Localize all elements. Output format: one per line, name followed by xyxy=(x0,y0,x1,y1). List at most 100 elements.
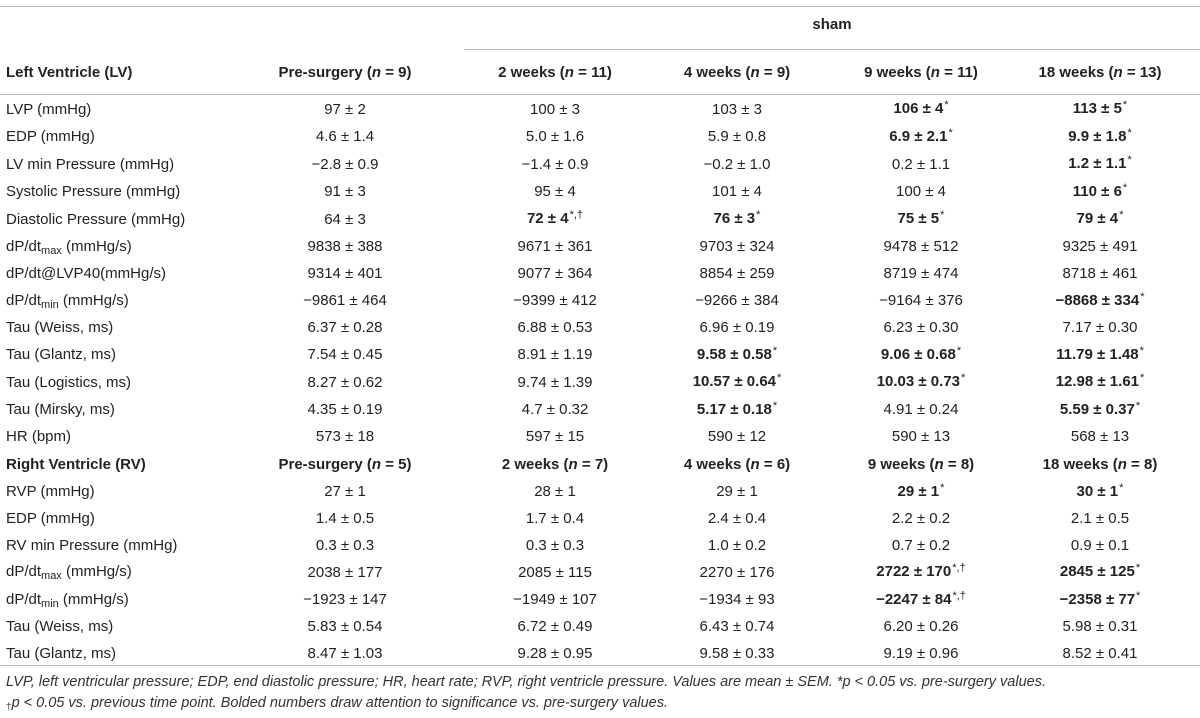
table-cell: 5.17 ± 0.18* xyxy=(646,397,828,425)
table-cell: 30 ± 1* xyxy=(1014,479,1200,507)
table-cell: 2.1 ± 0.5 xyxy=(1014,506,1200,533)
row-label: Tau (Glantz, ms) xyxy=(0,641,226,668)
cell-value: −1949 ± 107 xyxy=(513,591,597,608)
row-label-unit: (mmHg/s) xyxy=(61,237,132,255)
column-header: 18 weeks (n = 13) xyxy=(1014,59,1200,87)
rv-header-row: Right Ventricle (RV) Pre-surgery (n = 5) 2… xyxy=(0,451,1200,479)
sample-size-symbol: n xyxy=(564,64,574,81)
table-cell: 5.0 ± 1.6 xyxy=(464,124,646,152)
cell-value: 4.7 ± 0.32 xyxy=(521,401,589,418)
row-label: Tau (Weiss, ms) xyxy=(0,315,226,342)
row-label: Systolic Pressure (mmHg) xyxy=(0,179,226,207)
row-label: Tau (Weiss, ms) xyxy=(0,614,226,641)
cell-value: 100 ± 3 xyxy=(530,100,580,118)
sample-size-symbol: n xyxy=(371,64,382,81)
cell-value: 9.58 ± 0.33 xyxy=(699,644,775,662)
cell-value: 9325 ± 491 xyxy=(1062,238,1138,255)
table-cell: 11.79 ± 1.48* xyxy=(1014,342,1200,370)
table-row: dP/dtmin (mmHg/s) −1923 ± 147 −1949 ± 107 −… xyxy=(0,587,1200,615)
cell-value: 4.6 ± 1.4 xyxy=(315,128,375,145)
row-label-text: dP/dt xyxy=(6,237,42,255)
row-label-text: EDP (mmHg) xyxy=(6,510,95,527)
table-cell: 29 ± 1 xyxy=(646,479,828,507)
cell-value: 8.27 ± 0.62 xyxy=(307,373,383,391)
table-cell: 9.28 ± 0.95 xyxy=(464,641,646,668)
significance-mark: *,† xyxy=(952,562,966,574)
row-label: Tau (Mirsky, ms) xyxy=(0,397,226,425)
cell-value: 5.9 ± 0.8 xyxy=(707,128,767,145)
table-cell: −1949 ± 107 xyxy=(464,587,646,615)
table-cell: 9838 ± 388 xyxy=(226,234,464,262)
cell-value: 101 ± 4 xyxy=(712,183,762,200)
sample-size-symbol: n xyxy=(568,455,578,473)
significance-mark: * xyxy=(1119,481,1124,494)
row-label: LV min Pressure (mmHg) xyxy=(0,151,226,179)
significance-mark: *,† xyxy=(569,209,584,221)
table-cell: 0.3 ± 0.3 xyxy=(226,533,464,560)
row-label-text: dP/dt@LVP40(mmHg/s) xyxy=(6,265,166,282)
cell-value: 5.17 ± 0.18 xyxy=(696,400,772,418)
column-header-count: = 9) xyxy=(759,64,791,81)
table-body: Left Ventricle (LV) Pre-surgery (n = 9) 2 … xyxy=(0,59,1200,667)
cell-value: 7.17 ± 0.30 xyxy=(1062,319,1138,336)
table-cell: 1.4 ± 0.5 xyxy=(226,506,464,533)
column-header-text: 4 weeks ( xyxy=(683,455,751,473)
significance-mark: * xyxy=(1135,399,1141,412)
table-row: Tau (Glantz, ms) 8.47 ± 1.03 9.28 ± 0.95 9.… xyxy=(0,641,1200,668)
significance-mark: * xyxy=(948,126,953,139)
cell-value: 9.58 ± 0.58 xyxy=(696,345,772,363)
cell-value: 8.91 ± 1.19 xyxy=(517,346,593,363)
cell-value: 8854 ± 259 xyxy=(699,265,775,282)
cell-value: 6.96 ± 0.19 xyxy=(699,319,775,336)
table-cell: −9266 ± 384 xyxy=(646,288,828,316)
cell-value: 573 ± 18 xyxy=(315,428,375,445)
table-cell: 8854 ± 259 xyxy=(646,261,828,288)
header-rule xyxy=(0,94,1200,95)
table-cell: 29 ± 1* xyxy=(828,479,1014,507)
cell-value: 2085 ± 115 xyxy=(518,563,592,581)
column-header-text: 9 weeks ( xyxy=(867,455,935,473)
cell-value: 9671 ± 361 xyxy=(517,238,593,255)
cell-value: 5.0 ± 1.6 xyxy=(525,128,585,145)
significance-mark: * xyxy=(944,99,949,111)
table-cell: 1.2 ± 1.1* xyxy=(1014,151,1200,179)
cell-value: 0.7 ± 0.2 xyxy=(891,536,951,554)
column-header-text: Pre-surgery ( xyxy=(278,64,372,81)
table-cell: 2270 ± 176 xyxy=(646,559,828,587)
significance-mark: * xyxy=(1122,99,1128,111)
sample-size-symbol: n xyxy=(930,64,940,81)
table-cell: 72 ± 4*,† xyxy=(464,206,646,234)
significance-mark: * xyxy=(1136,589,1141,602)
significance-mark: * xyxy=(956,344,962,357)
cell-value: 2.4 ± 0.4 xyxy=(707,510,767,527)
table-cell: 0.3 ± 0.3 xyxy=(464,533,646,560)
cell-value: 9838 ± 388 xyxy=(307,238,383,255)
row-label: RV min Pressure (mmHg) xyxy=(0,533,226,560)
table-cell: 9314 ± 401 xyxy=(226,261,464,288)
cell-value: 590 ± 12 xyxy=(707,428,767,445)
table-cell: 8.52 ± 0.41 xyxy=(1014,641,1200,668)
cell-value: 9.9 ± 1.8 xyxy=(1068,127,1127,145)
table-cell: 8.91 ± 1.19 xyxy=(464,342,646,370)
cell-value: −1934 ± 93 xyxy=(699,591,775,608)
table-row: LV min Pressure (mmHg) −2.8 ± 0.9 −1.4 ± 0… xyxy=(0,151,1200,179)
table-cell: 590 ± 12 xyxy=(646,424,828,451)
cell-value: 590 ± 13 xyxy=(891,428,951,445)
row-label-text: Tau (Mirsky, ms) xyxy=(6,401,115,418)
row-label-text: Tau (Glantz, ms) xyxy=(6,644,117,662)
table-cell: 568 ± 13 xyxy=(1014,424,1200,451)
cell-value: 9703 ± 324 xyxy=(699,238,775,255)
row-label-text: Tau (Logistics, ms) xyxy=(6,373,132,391)
significance-mark: * xyxy=(1140,372,1145,384)
cell-value: 95 ± 4 xyxy=(534,183,576,200)
table-cell: 4.6 ± 1.4 xyxy=(226,124,464,152)
table-cell: −8868 ± 334* xyxy=(1014,288,1200,316)
header-gap xyxy=(0,87,1200,96)
table-cell: −2.8 ± 0.9 xyxy=(226,151,464,179)
table-row: dP/dtmax (mmHg/s) 9838 ± 388 9671 ± 361 970… xyxy=(0,234,1200,262)
cell-value: 9314 ± 401 xyxy=(307,265,383,282)
table-cell: 573 ± 18 xyxy=(226,424,464,451)
table-cell: 5.83 ± 0.54 xyxy=(226,614,464,641)
cell-value: 6.37 ± 0.28 xyxy=(307,319,383,336)
